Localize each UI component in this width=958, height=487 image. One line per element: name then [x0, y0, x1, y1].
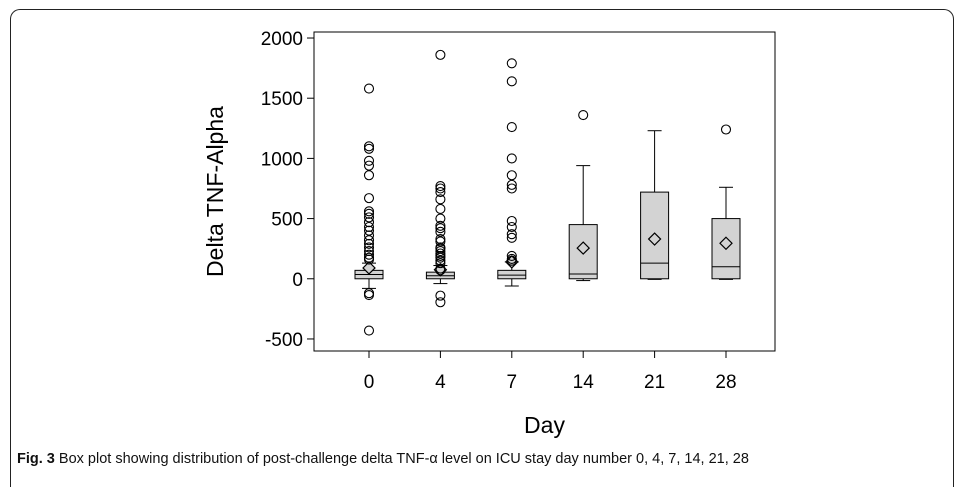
outlier-point — [435, 233, 446, 245]
outlier-point — [506, 179, 517, 190]
y-axis: -500 0 500 1000 1500 2000 — [261, 29, 314, 351]
outlier-point — [363, 141, 375, 152]
outlier-point — [506, 229, 517, 240]
outlier-point — [363, 208, 375, 219]
outlier-point — [363, 289, 375, 301]
outlier-point — [435, 220, 446, 231]
outlier-point — [363, 212, 375, 223]
outlier-point — [435, 236, 446, 247]
outlier-point — [506, 170, 517, 181]
y-tick-label: 1500 — [261, 89, 303, 110]
x-axis: 0 4 7 14 21 28 — [364, 351, 737, 393]
outlier-point — [435, 258, 446, 269]
outlier-point — [506, 153, 517, 164]
box-group-day-14 — [568, 110, 598, 282]
iqr-box — [497, 269, 527, 280]
outlier-point — [363, 217, 375, 228]
outlier-point — [363, 206, 375, 217]
outlier-point — [506, 215, 517, 227]
outlier-point — [506, 58, 517, 69]
outlier-point — [435, 265, 446, 276]
box-group-day-21 — [640, 130, 670, 280]
outlier-point — [435, 181, 446, 192]
x-tick-label: 4 — [435, 372, 446, 393]
x-tick-label: 28 — [715, 372, 736, 393]
outlier-point — [363, 230, 375, 241]
outlier-point — [363, 221, 375, 233]
outlier-point — [435, 297, 446, 308]
y-axis-label: Delta TNF-Alpha — [202, 106, 228, 277]
outlier-point — [363, 235, 375, 246]
outlier-point — [578, 110, 589, 121]
outlier-point — [435, 290, 446, 301]
outlier-point — [435, 203, 446, 215]
box-group-day-28 — [711, 124, 741, 280]
y-tick-label: 2000 — [261, 29, 303, 50]
outlier-point — [506, 232, 517, 243]
x-tick-label: 0 — [364, 372, 375, 393]
outlier-point — [363, 238, 375, 249]
boxes — [354, 49, 741, 336]
y-tick-label: 1000 — [261, 149, 303, 170]
outlier-point — [363, 242, 375, 253]
mean-marker — [719, 236, 733, 251]
outlier-point — [435, 246, 446, 257]
figure-frame — [10, 9, 954, 487]
outlier-point — [435, 223, 446, 234]
outlier-point — [506, 76, 517, 87]
x-tick-label: 7 — [507, 372, 518, 393]
outlier-point — [506, 255, 517, 266]
outlier-point — [435, 252, 446, 263]
outlier-point — [435, 213, 446, 224]
mean-marker — [647, 232, 662, 246]
outlier-point — [506, 221, 517, 233]
y-tick-label: -500 — [265, 330, 303, 351]
y-tick-label: 500 — [271, 210, 303, 231]
outlier-point — [435, 226, 446, 237]
caption-label: Fig. 3 — [17, 451, 55, 467]
outlier-point — [506, 183, 517, 194]
outlier-point — [363, 143, 375, 154]
mean-marker — [576, 241, 591, 255]
outlier-point — [435, 187, 446, 198]
outlier-point — [363, 155, 375, 166]
outlier-point — [435, 255, 446, 266]
outlier-point — [435, 49, 446, 60]
outlier-point — [363, 246, 375, 257]
x-tick-label: 14 — [573, 372, 595, 393]
outlier-point — [435, 194, 446, 205]
outlier-point — [363, 325, 375, 336]
outlier-point — [363, 254, 375, 265]
outlier-point — [363, 225, 375, 236]
outlier-point — [435, 248, 446, 259]
y-tick-label: 0 — [292, 270, 303, 291]
plot-area — [313, 31, 776, 352]
outlier-point — [363, 83, 375, 94]
box-group-day-0 — [354, 83, 384, 336]
outlier-point — [435, 183, 446, 194]
outlier-point — [506, 250, 517, 261]
box-group-day-7 — [497, 58, 527, 287]
outlier-point — [363, 249, 375, 260]
box-group-day-4 — [425, 49, 455, 308]
outlier-point — [363, 170, 375, 181]
x-axis-label: Day — [524, 412, 565, 438]
outlier-point — [363, 160, 375, 171]
caption-text: Box plot showing distribution of post-ch… — [58, 451, 749, 467]
outlier-point — [363, 193, 375, 204]
outlier-point — [720, 124, 732, 135]
x-tick-label: 21 — [644, 372, 665, 393]
figure-caption: Fig. 3 Box plot showing distribution of … — [17, 451, 749, 467]
mean-marker — [362, 261, 376, 275]
outlier-point — [506, 122, 517, 133]
